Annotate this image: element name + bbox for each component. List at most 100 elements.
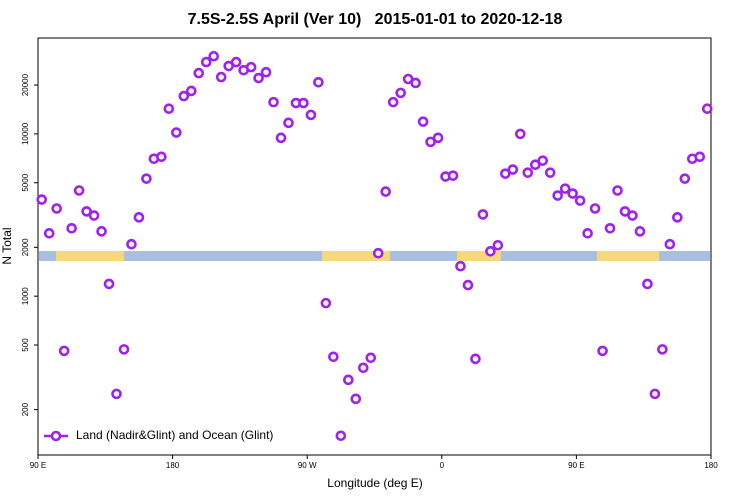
point (567, 188, 578, 199)
x-tick-label: 90 E (568, 461, 584, 470)
point (597, 345, 608, 357)
x-tick-label: 90 E (30, 461, 46, 470)
point (81, 206, 92, 217)
point (230, 56, 242, 68)
point (447, 170, 459, 181)
point (111, 388, 122, 400)
point (51, 203, 62, 214)
point (574, 195, 586, 206)
point (298, 97, 309, 109)
point (268, 96, 279, 108)
point (672, 212, 683, 223)
point (552, 190, 564, 201)
point (500, 168, 511, 179)
point (544, 167, 556, 178)
point (701, 103, 713, 115)
point (305, 109, 317, 121)
point (657, 344, 668, 355)
point (283, 117, 294, 129)
legend-marker (50, 430, 62, 442)
point (275, 132, 287, 144)
land-band (56, 251, 124, 261)
point (492, 239, 504, 251)
point (43, 228, 55, 239)
y-tick-label: 200 (21, 402, 30, 416)
point (634, 226, 646, 237)
point (380, 186, 392, 197)
point (462, 279, 474, 291)
point (96, 226, 107, 237)
legend-label: Land (Nadir&Glint) and Ocean (Glint) (76, 428, 273, 442)
point (515, 128, 526, 140)
point (649, 388, 661, 400)
point (126, 238, 137, 250)
point (582, 228, 593, 239)
point (171, 127, 182, 138)
point (417, 116, 429, 127)
y-tick-label: 20000 (21, 73, 30, 96)
point (178, 90, 190, 102)
x-tick-label: 0 (440, 461, 445, 470)
point (485, 246, 496, 257)
point (589, 203, 601, 214)
point (208, 50, 220, 62)
point (455, 260, 466, 272)
y-axis-label: N Total (0, 227, 14, 264)
point (612, 185, 623, 196)
point (163, 103, 175, 115)
land-band (322, 251, 390, 261)
point (141, 173, 152, 184)
land-band (457, 251, 501, 261)
point (343, 374, 354, 386)
y-tick-label: 1000 (21, 287, 30, 305)
point (193, 67, 205, 79)
point (694, 151, 706, 163)
point (372, 247, 384, 259)
y-tick-label: 2000 (21, 238, 30, 256)
x-tick-label: 90 W (298, 461, 317, 470)
point (395, 87, 406, 99)
point (58, 345, 70, 357)
point (537, 155, 549, 166)
point (477, 209, 489, 220)
point (350, 393, 362, 405)
point (260, 66, 272, 78)
point (642, 278, 653, 290)
point (470, 353, 481, 365)
legend-entry: Land (Nadir&Glint) and Ocean (Glint) (44, 428, 273, 442)
point (66, 222, 77, 234)
point (619, 206, 631, 217)
point (215, 71, 227, 83)
point (387, 96, 399, 108)
y-tick-label: 10000 (21, 122, 30, 145)
point (36, 194, 48, 205)
point (156, 151, 167, 163)
point (664, 238, 676, 250)
point (103, 278, 115, 290)
point (133, 212, 145, 223)
point (88, 210, 100, 221)
y-tick-label: 5000 (21, 173, 30, 191)
point (627, 210, 638, 221)
point (73, 185, 85, 196)
point (253, 72, 264, 84)
y-tick-label: 500 (21, 338, 30, 352)
x-tick-label: 180 (704, 461, 718, 470)
point (313, 76, 324, 88)
point (410, 77, 421, 89)
point (335, 430, 347, 442)
point (365, 352, 377, 364)
x-tick-label: 180 (166, 461, 180, 470)
point (522, 167, 534, 178)
point (559, 183, 571, 194)
point (604, 222, 616, 234)
point (328, 351, 339, 363)
plot-frame (37, 37, 712, 456)
point (245, 61, 257, 73)
point (432, 132, 444, 144)
land-band (597, 251, 659, 261)
x-axis-label: Longitude (deg E) (327, 476, 422, 490)
point (425, 136, 436, 148)
